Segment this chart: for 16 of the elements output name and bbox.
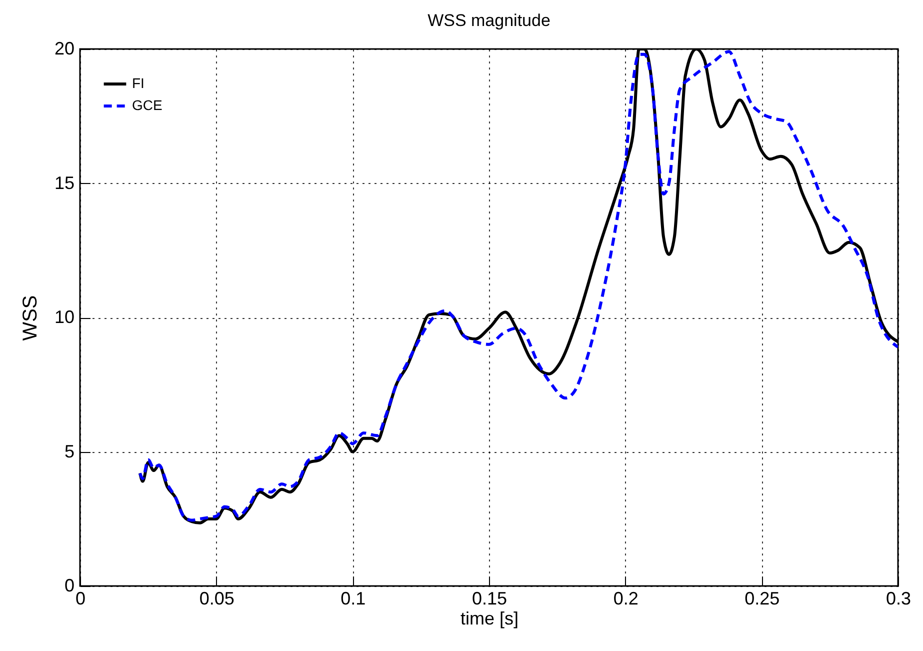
y-tick-label: 0 bbox=[64, 576, 74, 596]
legend-label: FI bbox=[132, 75, 144, 91]
x-tick-label: 0.1 bbox=[340, 588, 366, 608]
y-tick-label: 5 bbox=[64, 441, 74, 462]
chart-title: WSS magnitude bbox=[428, 11, 550, 30]
y-tick-label: 20 bbox=[54, 38, 74, 58]
x-axis-title: time [s] bbox=[460, 608, 519, 628]
x-tick-label: 0.15 bbox=[472, 588, 508, 608]
y-axis-title: WSS bbox=[19, 295, 42, 341]
x-tick-label: 0.2 bbox=[613, 588, 638, 608]
x-tick-label: 0.3 bbox=[886, 588, 912, 608]
y-tick-label: 10 bbox=[54, 307, 74, 327]
x-tick-label: 0.05 bbox=[199, 588, 234, 608]
legend-label: GCE bbox=[132, 97, 162, 113]
x-tick-label: 0.25 bbox=[744, 588, 780, 608]
y-tick-label: 15 bbox=[54, 172, 74, 193]
